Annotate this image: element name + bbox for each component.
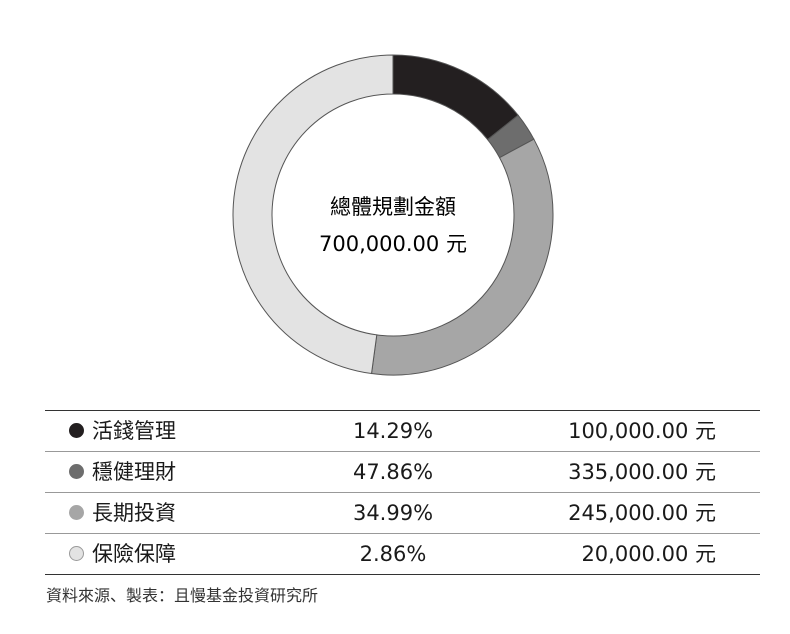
amount-label: 245,000.00 元 — [568, 501, 716, 525]
donut-slice-2 — [370, 138, 554, 376]
table-row: 保險保障 2.86% 20,000.00 元 — [45, 534, 760, 575]
allocation-table: 活錢管理 14.29% 100,000.00 元 穩健理財 47.86% 335… — [45, 410, 760, 575]
table-row: 穩健理財 47.86% 335,000.00 元 — [45, 452, 760, 493]
category-cell: 長期投資 — [69, 493, 176, 533]
amount-label: 100,000.00 元 — [568, 419, 716, 443]
center-title: 總體規劃金額 — [330, 195, 456, 219]
source-note: 資料來源、製表：且慢基金投資研究所 — [46, 586, 319, 605]
percent-label: 34.99% — [352, 501, 434, 525]
percent-label: 14.29% — [352, 419, 434, 443]
donut-slice-0 — [392, 54, 519, 141]
legend-dot — [69, 504, 84, 520]
table-row: 長期投資 34.99% 245,000.00 元 — [45, 493, 760, 534]
legend-dot — [69, 463, 84, 479]
category-label: 穩健理財 — [92, 460, 176, 484]
donut-slice-1 — [232, 54, 394, 375]
category-label: 長期投資 — [92, 501, 176, 525]
donut-chart: 總體規劃金額 700,000.00 元 — [232, 54, 554, 376]
category-label: 活錢管理 — [92, 419, 176, 443]
category-cell: 活錢管理 — [69, 411, 176, 451]
center-total: 700,000.00 元 — [319, 232, 467, 256]
percent-label: 2.86% — [359, 542, 427, 566]
category-label: 保險保障 — [92, 542, 176, 566]
amount-label: 335,000.00 元 — [568, 460, 716, 484]
category-cell: 穩健理財 — [69, 452, 176, 492]
legend-dot — [69, 545, 84, 561]
category-cell: 保險保障 — [69, 534, 176, 574]
legend-dot — [69, 422, 84, 438]
amount-label: 20,000.00 元 — [581, 542, 716, 566]
donut-slices — [232, 54, 554, 376]
percent-label: 47.86% — [352, 460, 434, 484]
table-row: 活錢管理 14.29% 100,000.00 元 — [45, 411, 760, 452]
